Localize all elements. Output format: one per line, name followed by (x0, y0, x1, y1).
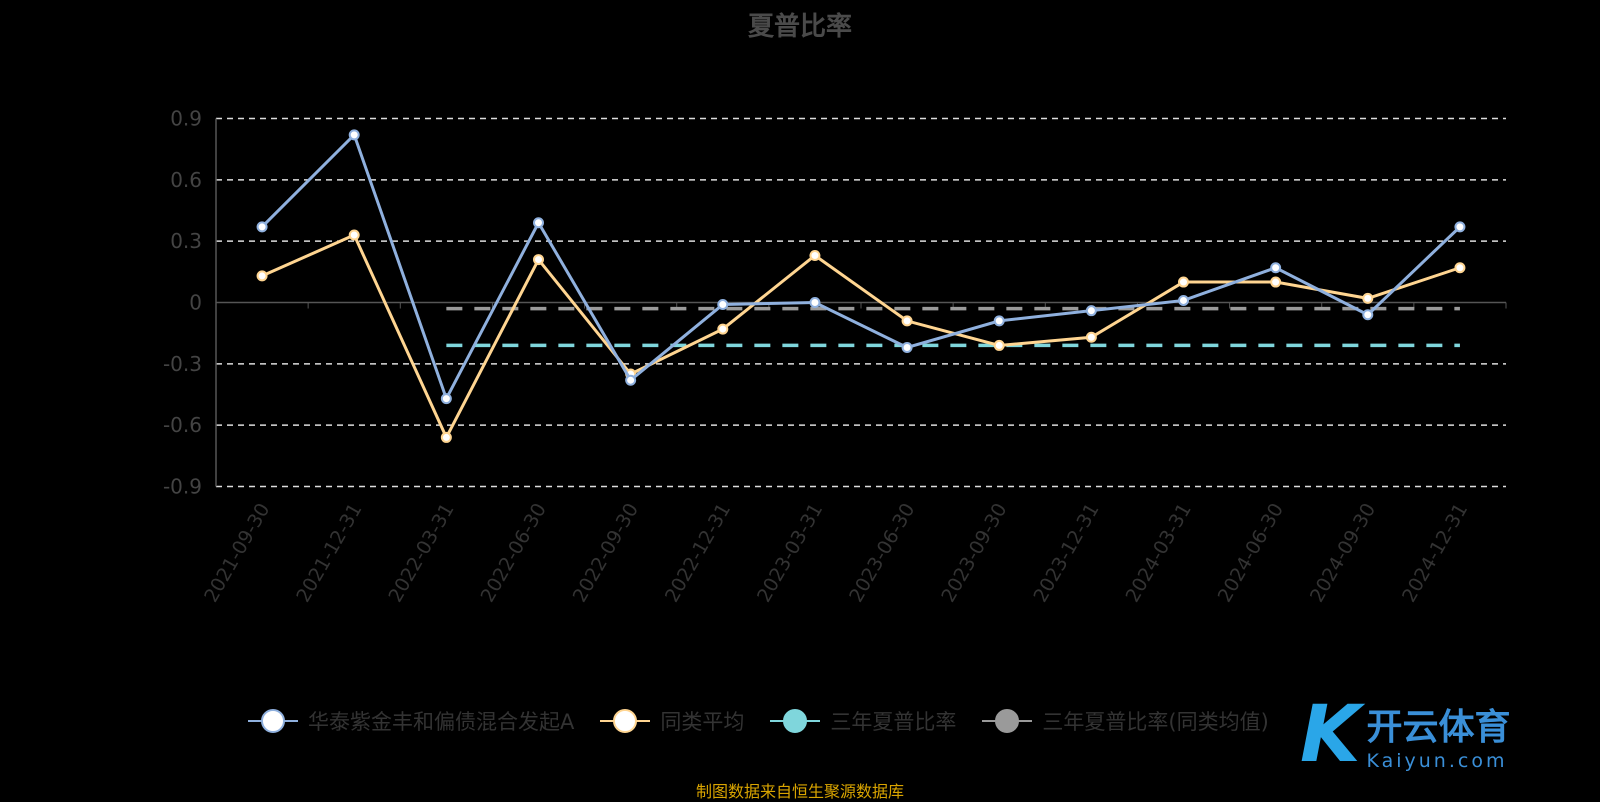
x-tick-label: 2021-12-31 (292, 500, 366, 607)
data-point (901, 341, 913, 353)
data-point (1454, 221, 1466, 233)
watermark-url: Kaiyun.com (1366, 750, 1508, 772)
x-tick-label: 2023-03-31 (753, 500, 827, 607)
x-tick-label: 2022-09-30 (569, 500, 643, 607)
x-tick-label: 2021-09-30 (200, 500, 274, 607)
data-point (348, 229, 360, 241)
data-point (717, 299, 729, 311)
data-point (1178, 294, 1189, 306)
data-point (1454, 262, 1466, 274)
legend-marker-icon (248, 709, 298, 733)
legend-label: 三年夏普比率 (830, 710, 957, 734)
legend-item-peer-average[interactable]: 同类平均 (600, 706, 744, 736)
data-point (256, 221, 268, 233)
chart-title: 夏普比率 (747, 12, 852, 42)
data-point (1362, 292, 1374, 304)
data-point (993, 339, 1005, 351)
x-tick-label: 2024-06-30 (1214, 500, 1288, 607)
x-tick-label: 2022-12-31 (661, 500, 735, 607)
legend-item-fund[interactable]: 华泰紫金丰和偏债混合发起A (248, 706, 574, 736)
data-point (348, 129, 360, 141)
legend-label: 华泰紫金丰和偏债混合发起A (308, 710, 575, 734)
data-point (1085, 305, 1097, 317)
x-tick-label: 2022-03-31 (384, 500, 458, 607)
y-tick-label: 0.3 (170, 229, 202, 253)
data-point (440, 431, 452, 443)
data-point (256, 270, 268, 282)
watermark-logo: K 开云体育 Kaiyun.com (1300, 695, 1510, 775)
x-tick-label: 2024-03-31 (1122, 500, 1196, 607)
x-tick-label: 2022-06-30 (477, 500, 551, 607)
data-source-note: 制图数据来自恒生聚源数据库 (695, 782, 904, 801)
x-tick-label: 2024-12-31 (1398, 500, 1472, 607)
legend-marker-icon (600, 709, 651, 733)
x-tick-label: 2024-09-30 (1306, 500, 1380, 607)
data-point (533, 217, 544, 229)
x-tick-label: 2023-06-30 (845, 500, 919, 607)
data-point (809, 249, 821, 261)
data-point (533, 254, 544, 266)
legend-marker-icon (982, 709, 1033, 733)
y-tick-label: -0.3 (163, 352, 202, 376)
x-tick-label: 2023-12-31 (1029, 500, 1103, 607)
data-point (1085, 331, 1097, 343)
y-tick-label: -0.6 (163, 413, 202, 437)
y-tick-label: -0.9 (163, 475, 202, 499)
y-tick-label: 0.9 (170, 107, 202, 131)
y-tick-label: 0 (189, 291, 202, 315)
data-point (440, 393, 452, 405)
data-point (717, 323, 729, 335)
series-line-0 (261, 132, 1461, 403)
data-point (1362, 309, 1374, 321)
data-point (1270, 276, 1282, 288)
legend-item-three-year-sharpe-peer[interactable]: 三年夏普比率(同类均值) (982, 706, 1269, 736)
data-point (809, 297, 821, 308)
watermark-k-icon: K (1300, 690, 1361, 780)
data-point (625, 374, 637, 386)
data-point (993, 315, 1005, 327)
watermark-name: 开云体育 (1366, 707, 1511, 748)
legend-marker-icon (770, 709, 821, 733)
series-line-1 (261, 233, 1461, 441)
data-point (901, 315, 913, 327)
legend-item-three-year-sharpe[interactable]: 三年夏普比率 (770, 706, 956, 736)
legend: 华泰紫金丰和偏债混合发起A 同类平均 三年夏普比率 三年夏普比率(同类均值) (248, 706, 1269, 736)
y-tick-label: 0.6 (170, 168, 202, 192)
x-tick-label: 2023-09-30 (937, 500, 1011, 607)
legend-label: 三年夏普比率(同类均值) (1042, 710, 1269, 734)
legend-label: 同类平均 (660, 710, 745, 734)
data-point (1178, 276, 1189, 288)
data-point (1270, 262, 1282, 274)
